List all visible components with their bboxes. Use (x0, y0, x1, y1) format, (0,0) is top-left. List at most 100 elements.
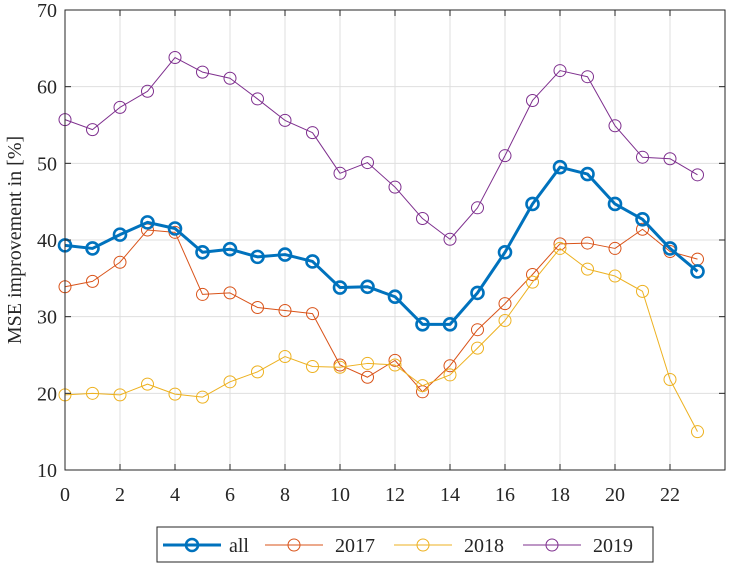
series-layer (57, 51, 705, 439)
data-point-2019 (691, 168, 704, 182)
y-tick-label: 30 (37, 307, 57, 329)
x-tick-label: 12 (385, 484, 405, 506)
x-tick-label: 4 (170, 484, 180, 506)
data-point-all (360, 279, 375, 295)
y-tick-label: 20 (37, 383, 57, 405)
data-point-2018 (113, 388, 127, 402)
legend-marker (287, 538, 301, 552)
legend-entry-2018: 2018 (394, 535, 504, 557)
data-point-2018 (361, 356, 374, 370)
data-point-2017 (223, 286, 237, 300)
data-point-2017 (388, 353, 402, 367)
data-point-2017 (251, 300, 264, 314)
data-point-2018 (581, 262, 594, 276)
x-tick-label: 10 (330, 484, 350, 506)
x-tick-label: 2 (115, 484, 125, 506)
legend-label: 2018 (464, 535, 504, 557)
x-tick-label: 6 (225, 484, 235, 506)
data-point-2019 (86, 123, 99, 137)
data-point-2018 (251, 365, 264, 379)
data-point-2018 (306, 360, 319, 373)
data-point-all (662, 241, 678, 256)
series-line-2018 (64, 247, 698, 432)
legend-marker (416, 538, 430, 552)
data-point-2017 (608, 241, 622, 255)
data-point-all (112, 227, 128, 242)
x-tick-label: 14 (440, 484, 460, 506)
data-point-2018 (471, 341, 484, 355)
series-line-2017 (64, 228, 698, 393)
legend-entry-2019: 2019 (523, 535, 633, 557)
data-point-all (250, 249, 265, 265)
data-point-all (332, 280, 348, 295)
x-tick-label: 20 (605, 484, 625, 506)
x-tick-label: 16 (495, 484, 515, 506)
y-tick-label: 50 (37, 153, 57, 175)
series-2019 (58, 51, 704, 246)
series-2018 (58, 241, 704, 439)
data-point-2018 (168, 387, 182, 401)
data-point-2018 (141, 377, 154, 391)
data-point-2019 (581, 70, 594, 84)
data-point-2018 (278, 350, 292, 364)
data-point-all (222, 241, 238, 257)
data-point-2019 (168, 51, 182, 65)
data-point-2019 (278, 113, 292, 127)
series-all (57, 159, 705, 332)
data-point-all (497, 244, 513, 260)
data-point-2019 (443, 232, 457, 246)
data-point-2018 (223, 375, 237, 389)
data-point-2019 (416, 212, 429, 226)
data-point-all (635, 212, 650, 227)
data-point-2017 (636, 222, 649, 236)
data-point-2019 (361, 156, 374, 170)
data-point-2017 (361, 370, 374, 384)
series-2017 (58, 222, 704, 399)
x-tick-label: 22 (660, 484, 680, 506)
legend-label: all (229, 535, 249, 557)
data-point-all (415, 317, 430, 332)
data-point-2019 (306, 126, 319, 140)
data-point-2019 (333, 166, 347, 180)
legend: all 2017 2018 2019 (156, 526, 654, 563)
data-point-2019 (196, 65, 209, 79)
data-point-2017 (581, 236, 594, 250)
data-point-2017 (196, 287, 209, 301)
data-point-2018 (416, 379, 429, 393)
data-point-2018 (388, 358, 402, 372)
data-point-2019 (636, 150, 649, 164)
data-point-2017 (306, 307, 319, 321)
data-point-all (442, 317, 458, 332)
data-point-2018 (691, 425, 704, 439)
data-point-2019 (608, 119, 622, 133)
data-point-2019 (141, 84, 154, 98)
data-point-2019 (251, 92, 264, 106)
data-point-2017 (113, 255, 127, 269)
data-point-all (387, 289, 403, 305)
data-point-2018 (553, 241, 567, 255)
legend-entry-2017: 2017 (265, 535, 375, 557)
data-point-all (552, 159, 568, 175)
data-point-2017 (553, 237, 567, 251)
data-point-all (140, 215, 155, 230)
data-point-all (305, 254, 320, 269)
data-point-all (607, 196, 623, 212)
x-tick-label: 18 (550, 484, 570, 506)
y-axis-label: MSE improvement in [%] (4, 136, 26, 344)
legend-label: 2017 (335, 535, 375, 557)
data-point-all (580, 166, 595, 182)
x-tick-label: 0 (60, 484, 70, 506)
data-point-all (470, 285, 485, 301)
y-tick-label: 40 (37, 230, 57, 252)
data-point-2019 (113, 100, 127, 114)
legend-label: 2019 (593, 535, 633, 557)
data-point-2018 (608, 269, 622, 283)
data-point-2019 (663, 152, 677, 166)
data-point-2017 (471, 323, 484, 337)
data-point-2017 (86, 274, 99, 288)
data-point-2017 (278, 304, 292, 318)
y-tick-label: 60 (37, 77, 57, 99)
data-point-all (195, 244, 210, 260)
data-point-2018 (498, 314, 512, 327)
